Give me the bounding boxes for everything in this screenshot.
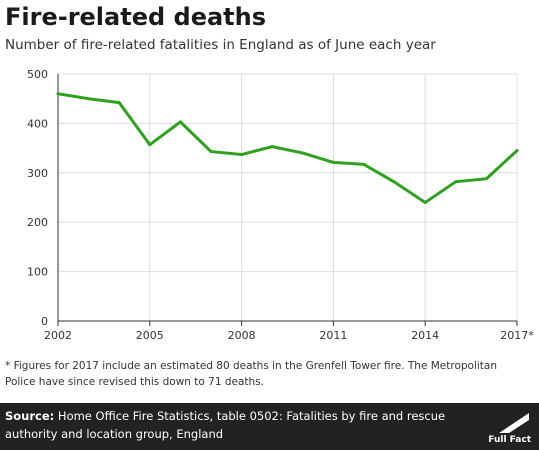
x-tick-label: 2017* — [500, 329, 534, 342]
data-point — [178, 120, 182, 124]
data-point — [301, 151, 305, 155]
source-label: Source: — [5, 409, 55, 423]
x-tick-label: 2011 — [319, 329, 347, 342]
data-point — [454, 180, 458, 184]
data-point — [270, 145, 274, 149]
y-tick-label: 400 — [27, 117, 48, 130]
source-text: Source: Home Office Fire Statistics, tab… — [5, 407, 475, 443]
data-point — [423, 200, 427, 204]
x-tick-label: 2005 — [136, 329, 164, 342]
logo-text: Full Fact — [488, 435, 531, 445]
data-point — [209, 150, 213, 154]
data-point — [56, 92, 60, 96]
full-fact-logo-icon: Full Fact — [488, 411, 531, 445]
data-point — [484, 177, 488, 181]
chart-subtitle: Number of fire-related fatalities in Eng… — [5, 37, 436, 53]
chart-title: Fire-related deaths — [5, 3, 267, 31]
data-point — [362, 162, 366, 166]
y-tick-label: 0 — [41, 315, 48, 328]
line-chart: 0 100 200 300 400 500 2002 2005 2008 2011 2014 2017… — [27, 68, 534, 342]
data-point — [148, 143, 152, 147]
source-bar: Source: Home Office Fire Statistics, tab… — [0, 403, 539, 450]
x-tick-label: 2014 — [411, 329, 439, 342]
y-tick-label: 200 — [27, 216, 48, 229]
x-tick-label: 2002 — [44, 329, 72, 342]
data-point — [515, 149, 519, 153]
x-tick-label: 2008 — [228, 329, 256, 342]
y-tick-label: 100 — [27, 266, 48, 279]
footnote: * Figures for 2017 include an estimated … — [5, 360, 498, 388]
data-point — [117, 101, 121, 105]
data-point — [87, 97, 91, 101]
full-fact-logo-mark — [499, 413, 529, 433]
series-line — [56, 92, 519, 204]
data-point — [393, 180, 397, 184]
data-point — [331, 160, 335, 164]
data-point — [240, 153, 244, 157]
y-tick-label: 300 — [27, 167, 48, 180]
source-description: Home Office Fire Statistics, table 0502:… — [5, 409, 446, 441]
y-tick-label: 500 — [27, 68, 48, 81]
